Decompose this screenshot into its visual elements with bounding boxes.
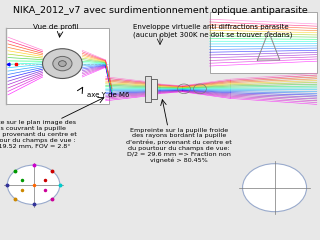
Bar bbox=[6, 28, 109, 104]
Text: NIKA_2012_v7 avec surdimentionnement optique antiparasite: NIKA_2012_v7 avec surdimentionnement opt… bbox=[12, 6, 308, 15]
Text: Empreinte sur le plan image des
rayons couvrant la pupille
d'entrée, provenant d: Empreinte sur le plan image des rayons c… bbox=[0, 120, 77, 149]
Circle shape bbox=[43, 49, 82, 78]
Circle shape bbox=[243, 164, 307, 212]
Text: Enveloppe virtuelle anti diffractions parasite
(aucun objet 300K ne doit se trou: Enveloppe virtuelle anti diffractions pa… bbox=[133, 24, 292, 38]
Text: Empreinte sur la pupille froide
des rayons bordant la pupille
d'entrée, provenan: Empreinte sur la pupille froide des rayo… bbox=[126, 128, 232, 163]
Bar bbox=[151, 79, 157, 99]
Bar bbox=[145, 76, 151, 102]
Circle shape bbox=[53, 56, 72, 71]
Circle shape bbox=[7, 165, 60, 204]
Text: Vue de profil: Vue de profil bbox=[33, 24, 79, 30]
Bar bbox=[210, 12, 317, 73]
Text: axe Y de M6: axe Y de M6 bbox=[87, 92, 130, 98]
Circle shape bbox=[59, 61, 66, 66]
